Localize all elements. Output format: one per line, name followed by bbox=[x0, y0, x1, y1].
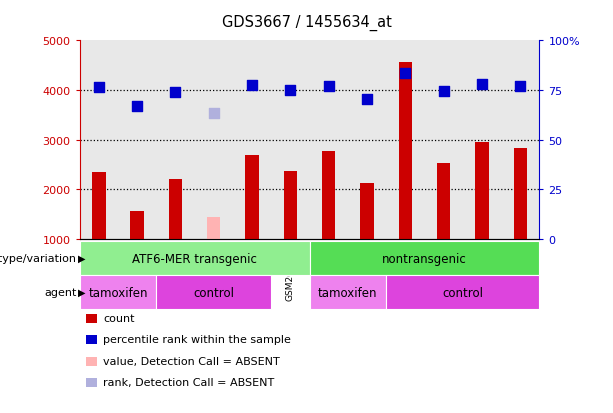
Bar bbox=[284, 171, 297, 240]
Point bbox=[247, 83, 257, 89]
Text: control: control bbox=[443, 286, 483, 299]
Point bbox=[286, 87, 295, 94]
Point bbox=[477, 81, 487, 88]
Point bbox=[209, 110, 219, 117]
Text: control: control bbox=[193, 286, 234, 299]
Text: rank, Detection Call = ABSENT: rank, Detection Call = ABSENT bbox=[103, 377, 274, 387]
Point bbox=[516, 83, 525, 90]
Point bbox=[132, 104, 142, 111]
Point bbox=[324, 83, 333, 90]
Text: genotype/variation: genotype/variation bbox=[0, 254, 77, 263]
Bar bbox=[360, 183, 374, 240]
Text: nontransgenic: nontransgenic bbox=[382, 252, 467, 265]
Text: ATF6-MER transgenic: ATF6-MER transgenic bbox=[132, 252, 257, 265]
Bar bbox=[207, 217, 221, 240]
Text: tamoxifen: tamoxifen bbox=[318, 286, 378, 299]
Bar bbox=[322, 151, 335, 240]
Bar bbox=[169, 179, 182, 240]
Bar bbox=[475, 142, 489, 240]
Text: GDS3667 / 1455634_at: GDS3667 / 1455634_at bbox=[221, 14, 392, 31]
Bar bbox=[92, 173, 105, 240]
Text: agent: agent bbox=[44, 287, 77, 297]
Text: percentile rank within the sample: percentile rank within the sample bbox=[103, 335, 291, 344]
Text: ▶: ▶ bbox=[78, 287, 86, 297]
Point bbox=[94, 85, 104, 91]
Point bbox=[170, 89, 180, 96]
Text: count: count bbox=[103, 313, 134, 323]
Text: value, Detection Call = ABSENT: value, Detection Call = ABSENT bbox=[103, 356, 280, 366]
Bar bbox=[398, 63, 412, 240]
Point bbox=[362, 97, 372, 103]
Text: tamoxifen: tamoxifen bbox=[88, 286, 148, 299]
Text: ▶: ▶ bbox=[78, 254, 86, 263]
Bar bbox=[131, 212, 144, 240]
Bar bbox=[514, 149, 527, 240]
Bar bbox=[437, 163, 451, 240]
Bar bbox=[245, 155, 259, 240]
Point bbox=[400, 71, 410, 77]
Point bbox=[439, 88, 449, 95]
